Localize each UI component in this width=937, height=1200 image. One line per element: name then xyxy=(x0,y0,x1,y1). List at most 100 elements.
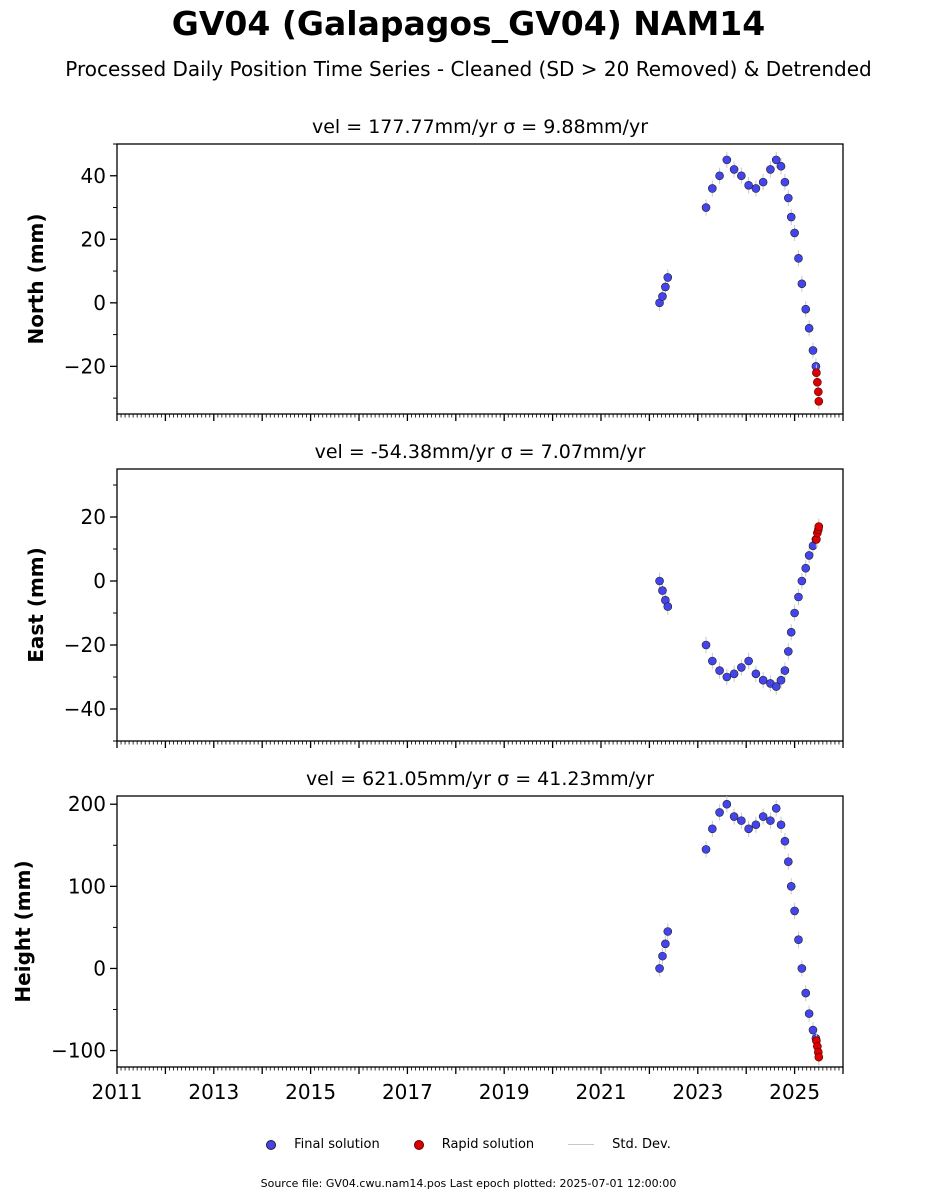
panel-1-final-point xyxy=(715,666,724,675)
panel-0-rapid-point xyxy=(813,377,822,387)
panel-0-final-point xyxy=(801,304,811,314)
panel-2-final-point xyxy=(771,804,781,813)
panel-0-rapid-point xyxy=(812,368,821,378)
panel-0-final-point xyxy=(780,177,790,187)
panel-1-final-point xyxy=(797,576,807,586)
panel-2-final-point xyxy=(776,820,786,830)
panel-0-final-point xyxy=(715,171,724,181)
panel-1-final-point xyxy=(771,682,781,691)
panel-1-final-point xyxy=(784,647,793,656)
panel-1-ytick-label: −20 xyxy=(64,633,106,657)
panel-2-xtick-label: 2019 xyxy=(479,1080,530,1104)
panel-0-final-point xyxy=(661,282,670,292)
panel-2-final-point xyxy=(808,1025,818,1035)
panel-1-final-point xyxy=(776,675,786,685)
panel-1-final-point xyxy=(663,602,673,611)
panel-1-rapid-point xyxy=(814,522,824,531)
panel-2-ytick-label: −100 xyxy=(51,1039,106,1063)
panel-1-final-point xyxy=(790,608,799,618)
panel-2-ytick-label: 100 xyxy=(68,874,106,898)
panel-0-ytick-label: −20 xyxy=(64,354,106,378)
panel-2-final-point xyxy=(722,799,732,809)
panel-2-final-point xyxy=(729,812,739,821)
panel-1-frame xyxy=(116,468,844,742)
panel-1-final-point xyxy=(780,666,790,675)
panel-1-final-point xyxy=(708,656,717,666)
panel-2-final-point xyxy=(663,927,673,936)
panel-2-xtick-label: 2021 xyxy=(576,1080,627,1104)
legend-std-label: Std. Dev. xyxy=(612,1137,671,1152)
panel-2-xtick-label: 2025 xyxy=(769,1080,820,1104)
panel-1-ytick-label: −40 xyxy=(64,697,106,721)
panel-0-rapid-point xyxy=(814,396,824,406)
panel-0-final-point xyxy=(808,346,818,355)
legend-final: Final solution xyxy=(266,1137,380,1152)
panel-1-final-point xyxy=(722,672,732,682)
panel-0-rapid-point xyxy=(814,387,823,397)
panel-2-frame xyxy=(116,795,844,1068)
panel-2-xtick-label: 2017 xyxy=(382,1080,433,1104)
panel-2-ytick-label: 0 xyxy=(93,956,106,980)
panel-0-final-point xyxy=(784,193,793,203)
panel-0-final-point xyxy=(658,292,667,301)
panel-0-final-point xyxy=(797,279,807,289)
legend-final-label: Final solution xyxy=(294,1137,380,1152)
panel-1-final-point xyxy=(744,656,753,666)
panel-0-ytick-label: 20 xyxy=(81,227,106,251)
panel-2-ytick-label: 200 xyxy=(68,792,106,816)
panel-2-final-point xyxy=(751,820,761,830)
legend-final-marker xyxy=(266,1139,277,1150)
panel-2-rapid-point xyxy=(814,1052,824,1062)
panel-1-final-point xyxy=(729,669,739,679)
panel-0-final-point xyxy=(766,165,775,174)
charts-svg: vel = 177.77mm/yr σ = 9.88mm/yr North (mm… xyxy=(11,116,844,1104)
panel-0-final-point xyxy=(722,155,732,165)
panel-0-final-point xyxy=(729,165,739,174)
panel-2-title: vel = 621.05mm/yr σ = 41.23mm/yr xyxy=(306,768,654,790)
panel-1-ytick-label: 20 xyxy=(81,505,106,529)
panel-1-final-point xyxy=(658,586,667,595)
panel-0-ylabel: North (mm) xyxy=(24,213,48,344)
panel-2-final-point xyxy=(758,812,768,821)
legend-rapid-marker xyxy=(413,1139,424,1150)
panel-0-final-point xyxy=(708,184,717,193)
panel-2-xtick-label: 2013 xyxy=(188,1080,239,1104)
panel-0-final-point xyxy=(737,171,746,181)
panel-2-final-point xyxy=(655,964,664,973)
legend: Final solution Rapid solution Std. Dev. xyxy=(0,1137,937,1152)
panel-0-ytick-label: 0 xyxy=(93,291,106,315)
panel-0-final-point xyxy=(751,184,761,193)
legend-rapid-label: Rapid solution xyxy=(441,1137,535,1152)
panel-2-final-point xyxy=(744,824,753,834)
panel-0-final-point xyxy=(776,161,786,171)
panel-2-final-point xyxy=(780,836,790,846)
panel-2-final-point xyxy=(708,824,717,834)
panel-2-xtick-label: 2011 xyxy=(92,1080,143,1104)
legend-rapid: Rapid solution xyxy=(413,1137,535,1152)
panel-1-final-point xyxy=(758,675,768,685)
panel-1-ylabel: East (mm) xyxy=(24,547,48,663)
chart-subtitle: Processed Daily Position Time Series - C… xyxy=(65,57,872,81)
panel-1-final-point xyxy=(794,592,803,602)
panel-1-final-point xyxy=(801,563,811,573)
panel-2-final-point xyxy=(661,939,670,949)
panel-2-final-point xyxy=(804,1009,814,1018)
panel-2-final-point xyxy=(794,935,803,945)
panel-2-final-point xyxy=(797,964,807,973)
panel-2-ylabel: Height (mm) xyxy=(11,860,35,1002)
panel-1-final-point xyxy=(737,663,746,672)
panel-2-xtick-label: 2015 xyxy=(285,1080,336,1104)
panel-2-final-point xyxy=(715,808,724,817)
panel-1-ytick-label: 0 xyxy=(93,569,106,593)
panel-0-final-point xyxy=(701,203,711,212)
panel-1-final-point xyxy=(655,576,664,586)
panel-1-final-point xyxy=(701,640,711,650)
panel-0-final-point xyxy=(786,212,796,222)
panel-0-final-point xyxy=(758,177,768,187)
panel-1-final-point xyxy=(786,627,796,637)
legend-std-line xyxy=(568,1144,595,1145)
panel-0-final-point xyxy=(663,273,673,282)
panel-2-final-point xyxy=(786,882,796,891)
panel-0-final-point xyxy=(804,323,814,333)
panel-1-final-point xyxy=(804,551,814,560)
